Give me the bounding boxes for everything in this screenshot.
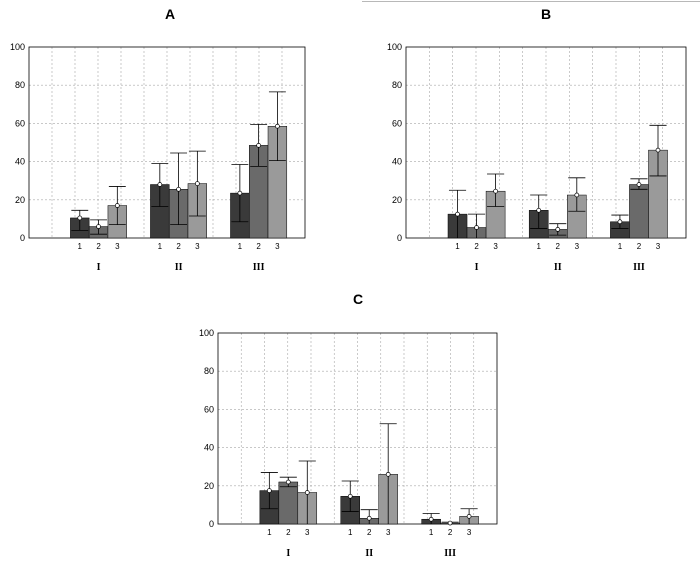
category-label: 2	[176, 242, 181, 251]
chart-panel-b: B 0 20 40 60 80 100 1 2 3 I 1 2 3 II 1 2 3 III	[387, 6, 687, 273]
mean-marker	[366, 515, 372, 521]
group-label: II	[554, 262, 562, 273]
category-label: 2	[556, 242, 561, 251]
mean-marker	[536, 207, 542, 213]
y-tick-label: 40	[204, 443, 214, 453]
category-label: 2	[637, 242, 642, 251]
mean-marker	[195, 181, 200, 186]
bar	[278, 481, 299, 525]
panel-title-a: A	[165, 6, 175, 22]
group-label: III	[253, 262, 265, 273]
y-tick-label: 80	[392, 80, 402, 90]
mean-marker	[114, 203, 120, 208]
mean-marker	[447, 520, 453, 526]
category-label: 2	[286, 528, 291, 537]
y-tick-label: 100	[387, 42, 402, 52]
mean-marker	[474, 225, 479, 230]
category-label: 1	[267, 528, 272, 537]
mean-marker	[304, 490, 310, 495]
panel-title-c: C	[353, 291, 363, 307]
y-tick-label: 40	[392, 157, 402, 167]
category-label: 3	[575, 242, 580, 251]
mean-marker	[493, 188, 498, 194]
mean-marker	[455, 211, 460, 217]
category-label: 1	[455, 242, 460, 251]
category-label: 2	[367, 528, 372, 537]
mean-marker	[237, 190, 243, 196]
category-label: 1	[158, 242, 163, 251]
category-label: 2	[474, 242, 479, 251]
category-label: 3	[493, 242, 498, 251]
group-label: III	[633, 262, 645, 273]
mean-marker	[176, 186, 181, 192]
mean-marker	[466, 514, 472, 519]
mean-marker	[636, 182, 642, 187]
category-label: 1	[536, 242, 541, 251]
y-tick-label: 0	[397, 233, 402, 243]
y-tick-label: 80	[204, 366, 214, 376]
mean-marker	[96, 224, 101, 229]
y-tick-label: 20	[15, 195, 25, 205]
chart-panel-a: A 0 20 40 60 80 100 1 2 3 I 1 2 3 II 1 2 3 III	[10, 6, 306, 273]
mean-marker	[157, 182, 163, 187]
y-tick-label: 0	[20, 233, 25, 243]
mean-marker	[555, 227, 561, 232]
mean-marker	[574, 192, 580, 198]
group-label: III	[444, 548, 456, 559]
mean-marker	[77, 215, 83, 221]
group-label: II	[175, 262, 183, 273]
mean-marker	[275, 123, 280, 129]
y-tick-label: 60	[392, 118, 402, 128]
category-label: 1	[618, 242, 623, 251]
category-label: 2	[256, 242, 261, 251]
bar	[629, 184, 649, 239]
category-label: 2	[96, 242, 101, 251]
mean-marker	[285, 479, 291, 485]
category-label: 3	[656, 242, 661, 251]
group-label: II	[365, 548, 373, 559]
category-label: 3	[115, 242, 120, 251]
y-tick-label: 80	[15, 80, 25, 90]
mean-marker	[385, 471, 391, 477]
group-label: I	[475, 262, 479, 273]
mean-marker	[655, 147, 661, 153]
y-tick-label: 20	[392, 195, 402, 205]
category-label: 1	[429, 528, 434, 537]
category-label: 3	[275, 242, 280, 251]
chart-panel-c: C 0 20 40 60 80 100 1 2 3 I 1 2 3 II 1 2 3 III	[199, 291, 498, 559]
mean-marker	[266, 488, 272, 493]
y-tick-label: 60	[15, 118, 25, 128]
mean-marker	[617, 219, 623, 225]
group-label: I	[286, 548, 290, 559]
category-label: 3	[467, 528, 472, 537]
panel-title-b: B	[541, 6, 551, 22]
mean-marker	[347, 493, 353, 499]
group-label: I	[97, 262, 101, 273]
category-label: 3	[195, 242, 200, 251]
category-label: 1	[238, 242, 243, 251]
category-label: 3	[305, 528, 310, 537]
category-label: 1	[348, 528, 353, 537]
category-label: 1	[78, 242, 83, 251]
y-tick-label: 100	[199, 328, 214, 338]
category-label: 2	[448, 528, 453, 537]
y-tick-label: 60	[204, 404, 214, 414]
y-tick-label: 40	[15, 157, 25, 167]
mean-marker	[428, 516, 434, 522]
y-tick-label: 20	[204, 481, 214, 491]
y-tick-label: 0	[209, 519, 214, 529]
y-tick-label: 100	[10, 42, 25, 52]
category-label: 3	[386, 528, 391, 537]
mean-marker	[256, 143, 261, 148]
